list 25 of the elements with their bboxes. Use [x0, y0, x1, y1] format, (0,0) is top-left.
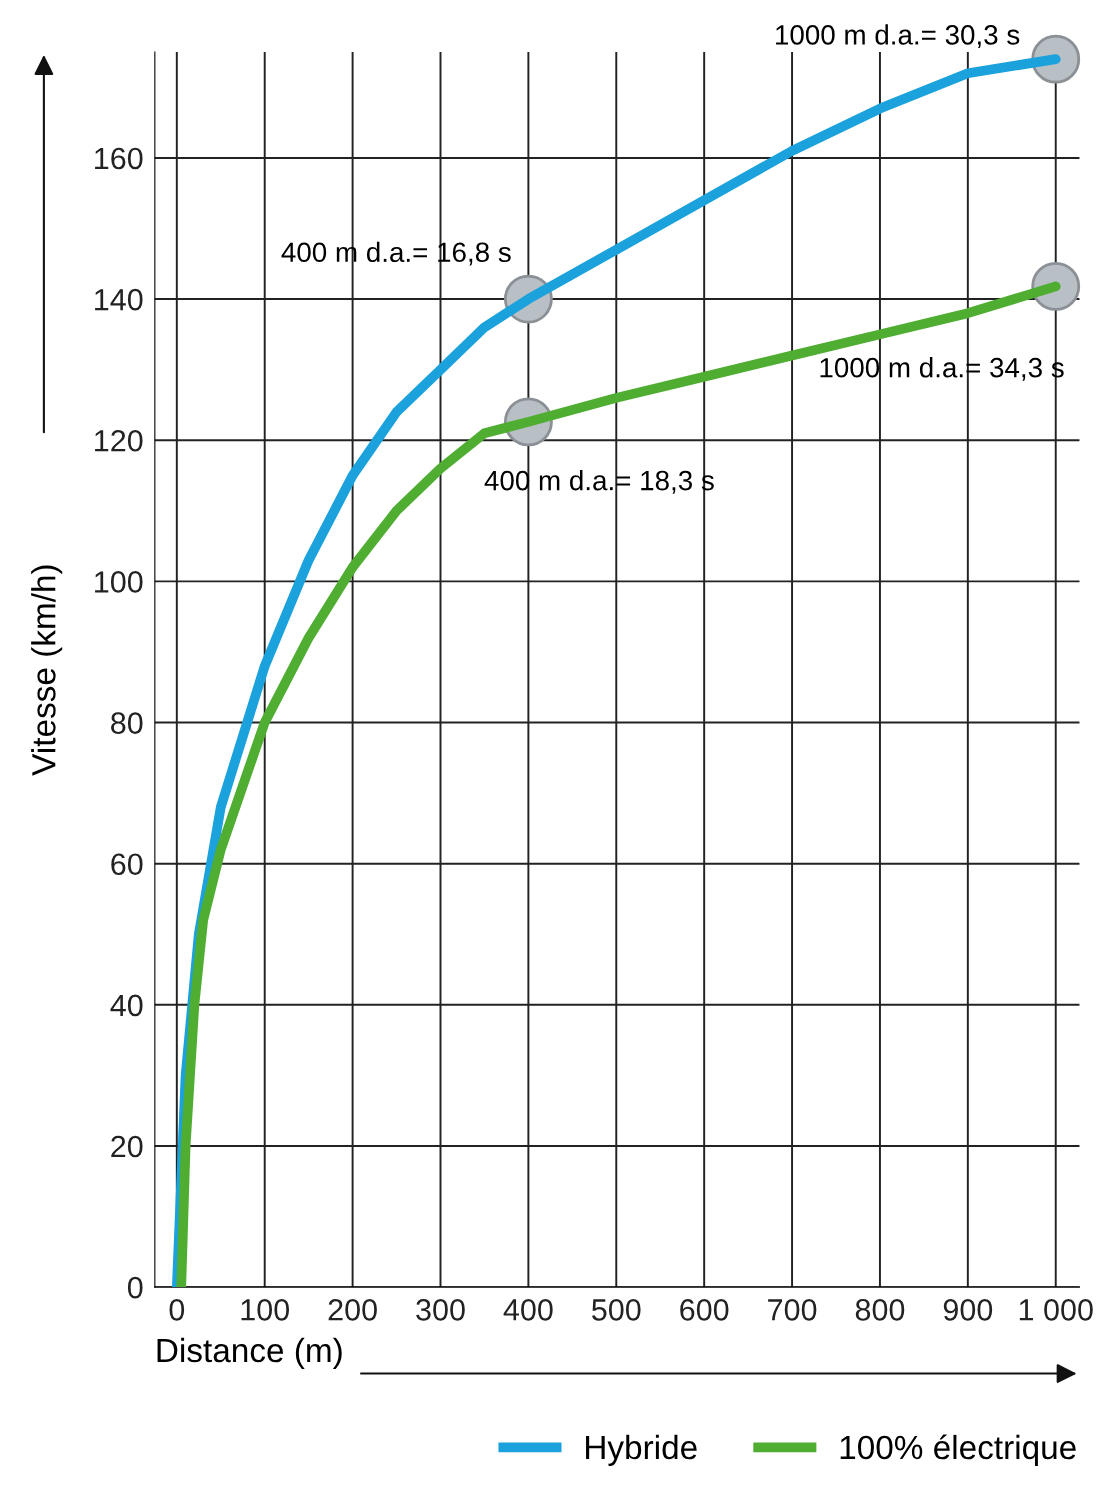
- x-tick-label: 700: [768, 1299, 817, 1321]
- y-tick-label: 0: [127, 1276, 143, 1299]
- y-tick-label: 40: [110, 994, 143, 1017]
- x-tick-label: 500: [592, 1299, 641, 1321]
- legend-label: 100% électrique: [840, 1434, 1076, 1466]
- y-tick-label: 140: [95, 288, 143, 311]
- y-axis-title: Vitesse (km/h): [31, 565, 63, 776]
- y-tick-label: 160: [95, 147, 143, 170]
- x-tick-label: 1 000: [1019, 1299, 1093, 1321]
- x-tick-label: 900: [943, 1299, 993, 1321]
- y-tick-label: 120: [95, 429, 143, 452]
- legend-label: Hybride: [586, 1434, 697, 1466]
- x-tick-label: 300: [416, 1299, 465, 1321]
- x-tick-label: 100: [241, 1299, 290, 1321]
- y-tick-label: 60: [111, 853, 143, 876]
- y-tick-label: 100: [95, 571, 143, 593]
- text: 1000 m d.a.= 30,3 s: [776, 24, 1020, 49]
- y-tick-label: 80: [111, 712, 143, 734]
- x-tick-label: 600: [680, 1299, 729, 1321]
- x-tick-label: 800: [855, 1299, 905, 1321]
- y-tick-label: 20: [111, 1135, 143, 1158]
- x-axis-title: Distance (m): [157, 1337, 342, 1369]
- x-tick-label: 200: [328, 1299, 377, 1321]
- x-tick-label: 0: [169, 1299, 185, 1321]
- x-tick-label: 400: [503, 1299, 553, 1321]
